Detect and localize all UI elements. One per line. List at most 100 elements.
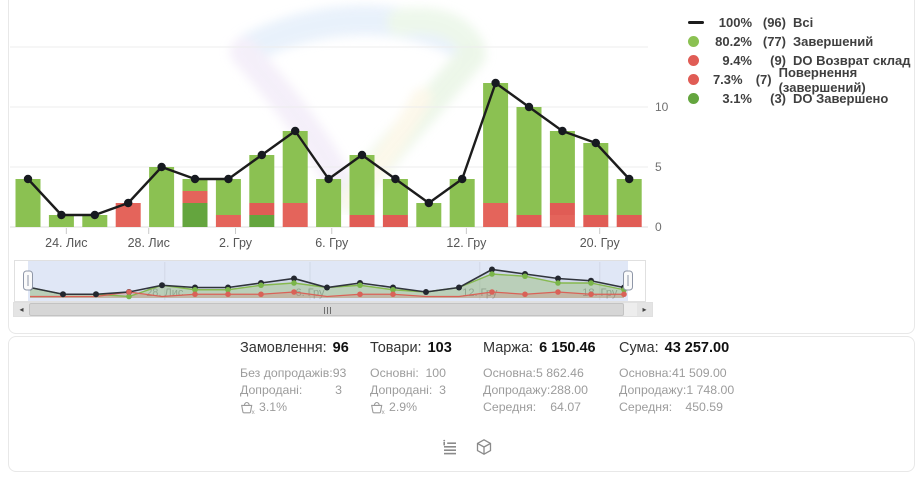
bar-segment[interactable] (516, 107, 542, 215)
stat-header: Маржа: 6 150.46 (483, 340, 596, 356)
navigator-green-point (192, 286, 198, 293)
bar-segment[interactable] (349, 155, 375, 215)
bar-segment[interactable] (483, 83, 509, 203)
x-axis-label: 28. Лис (128, 236, 170, 250)
navigator-green-point (126, 293, 132, 300)
legend-item-0[interactable]: 100% (96) Всі (688, 13, 923, 32)
total-line-point[interactable] (224, 174, 233, 184)
total-line-point[interactable] (157, 162, 166, 172)
bar-segment[interactable] (282, 203, 308, 227)
bar-segment[interactable] (616, 215, 642, 227)
package-icon[interactable] (475, 438, 493, 456)
stat-sublabel: Середня: (483, 400, 537, 414)
bar-segment[interactable] (48, 215, 74, 227)
navigator-total-point (291, 275, 297, 282)
total-line-point[interactable] (291, 126, 300, 136)
bar-segment[interactable] (583, 143, 609, 215)
total-line-point[interactable] (524, 102, 534, 112)
total-line-point[interactable] (324, 174, 333, 184)
bar-segment[interactable] (516, 215, 542, 227)
navigator-red-point (588, 291, 594, 298)
bar-segment[interactable] (15, 179, 41, 227)
total-line-point[interactable] (591, 138, 600, 148)
total-line-point[interactable] (90, 210, 100, 220)
bar-segment[interactable] (449, 179, 475, 227)
legend-item-4[interactable]: 3.1% (3) DO Завершено (688, 89, 923, 108)
stats-summary: Замовлення: 96 Без допродажів: 93 Допродані:… (240, 340, 734, 416)
bar-segment[interactable] (483, 203, 509, 227)
total-line-point[interactable] (190, 174, 200, 184)
bar-segment[interactable] (182, 179, 208, 191)
total-line-point[interactable] (23, 174, 33, 184)
navigator-left-handle[interactable] (23, 270, 33, 291)
total-line-point[interactable] (625, 174, 634, 184)
stat-subrow: Середня: 450.59 (619, 399, 723, 416)
list-icon[interactable] (441, 438, 459, 456)
bar-segment[interactable] (182, 203, 208, 227)
legend-item-3[interactable]: 7.3% (7) Повернення (завершений) (688, 65, 923, 95)
navigator-total-point (60, 291, 66, 298)
navigator-total-point (489, 266, 495, 273)
legend-line-marker-icon (688, 21, 708, 24)
stat-column-1: Товари: 103 Основні: 100 Допродані: 3 x 2.9% (370, 340, 452, 416)
bar-segment[interactable] (549, 215, 575, 227)
total-line-point[interactable] (357, 150, 367, 160)
total-line-point[interactable] (124, 198, 133, 208)
legend-item-1[interactable]: 80.2% (77) Завершений (688, 32, 923, 51)
bar-segment[interactable] (182, 191, 208, 203)
scroll-left-button[interactable]: ◂ (14, 303, 29, 316)
chart-scrollbar[interactable]: ◂ ▸ (13, 302, 653, 317)
bar-segment[interactable] (316, 179, 342, 227)
total-line-point[interactable] (257, 150, 266, 160)
stat-sublabel: Допродажу: (483, 383, 551, 397)
stat-column-0: Замовлення: 96 Без допродажів: 93 Допродані:… (240, 340, 349, 416)
navigator-red-point (291, 289, 297, 295)
total-line-point[interactable] (558, 126, 567, 136)
stat-title: Сума: (619, 340, 659, 356)
stat-column-2: Маржа: 6 150.46 Основна: 5 862.46 Допродажу:… (483, 340, 596, 416)
bar-segment[interactable] (82, 215, 108, 227)
stat-subrow: Допродані: 3 (370, 382, 446, 399)
total-line-point[interactable] (424, 198, 433, 208)
stat-subrow: Допродажу: 1 748.00 (619, 382, 734, 399)
bar-segment[interactable] (549, 203, 575, 215)
stat-value: 103 (427, 340, 452, 356)
legend-label: DO Возврат склад (793, 53, 911, 68)
navigator-right-handle[interactable] (623, 270, 633, 291)
scroll-thumb[interactable] (29, 303, 624, 316)
bar-segment[interactable] (616, 179, 642, 215)
total-line-point[interactable] (391, 174, 400, 184)
total-line-point[interactable] (57, 210, 66, 220)
bar-segment[interactable] (249, 215, 275, 227)
navigator-total-point (555, 275, 561, 282)
navigator-red-point (225, 291, 231, 298)
stat-subvalue: 288.00 (550, 383, 588, 397)
bar-segment[interactable] (583, 215, 609, 227)
stat-sublabel: Основні: (370, 366, 419, 380)
bar-segment[interactable] (215, 215, 241, 227)
bar-segment[interactable] (249, 203, 275, 215)
bar-segment[interactable] (382, 215, 408, 227)
bar-segment[interactable] (215, 179, 241, 215)
legend-item-2[interactable]: 9.4% (9) DO Возврат склад (688, 51, 923, 70)
navigator-area (30, 274, 624, 298)
total-line-point[interactable] (491, 78, 500, 88)
navigator-red-point (489, 289, 495, 295)
navigator-red-point (192, 291, 198, 298)
svg-text:x: x (382, 409, 385, 415)
bar-segment[interactable] (549, 131, 575, 203)
stat-value: 43 257.00 (664, 340, 730, 356)
stat-subvalue: 1 748.00 (686, 383, 735, 397)
bar-segment[interactable] (349, 215, 375, 227)
navigator-green-point (225, 286, 231, 293)
legend-label: DO Завершено (793, 91, 889, 106)
stat-subvalue: 100 (425, 366, 446, 380)
legend-dot-marker-icon (688, 93, 708, 104)
total-line-point[interactable] (458, 174, 467, 184)
svg-text:x: x (252, 409, 255, 415)
legend-percent: 3.1% (722, 91, 752, 106)
navigator-red-point (555, 289, 561, 295)
bar-segment[interactable] (249, 155, 275, 203)
scroll-right-button[interactable]: ▸ (637, 303, 652, 316)
